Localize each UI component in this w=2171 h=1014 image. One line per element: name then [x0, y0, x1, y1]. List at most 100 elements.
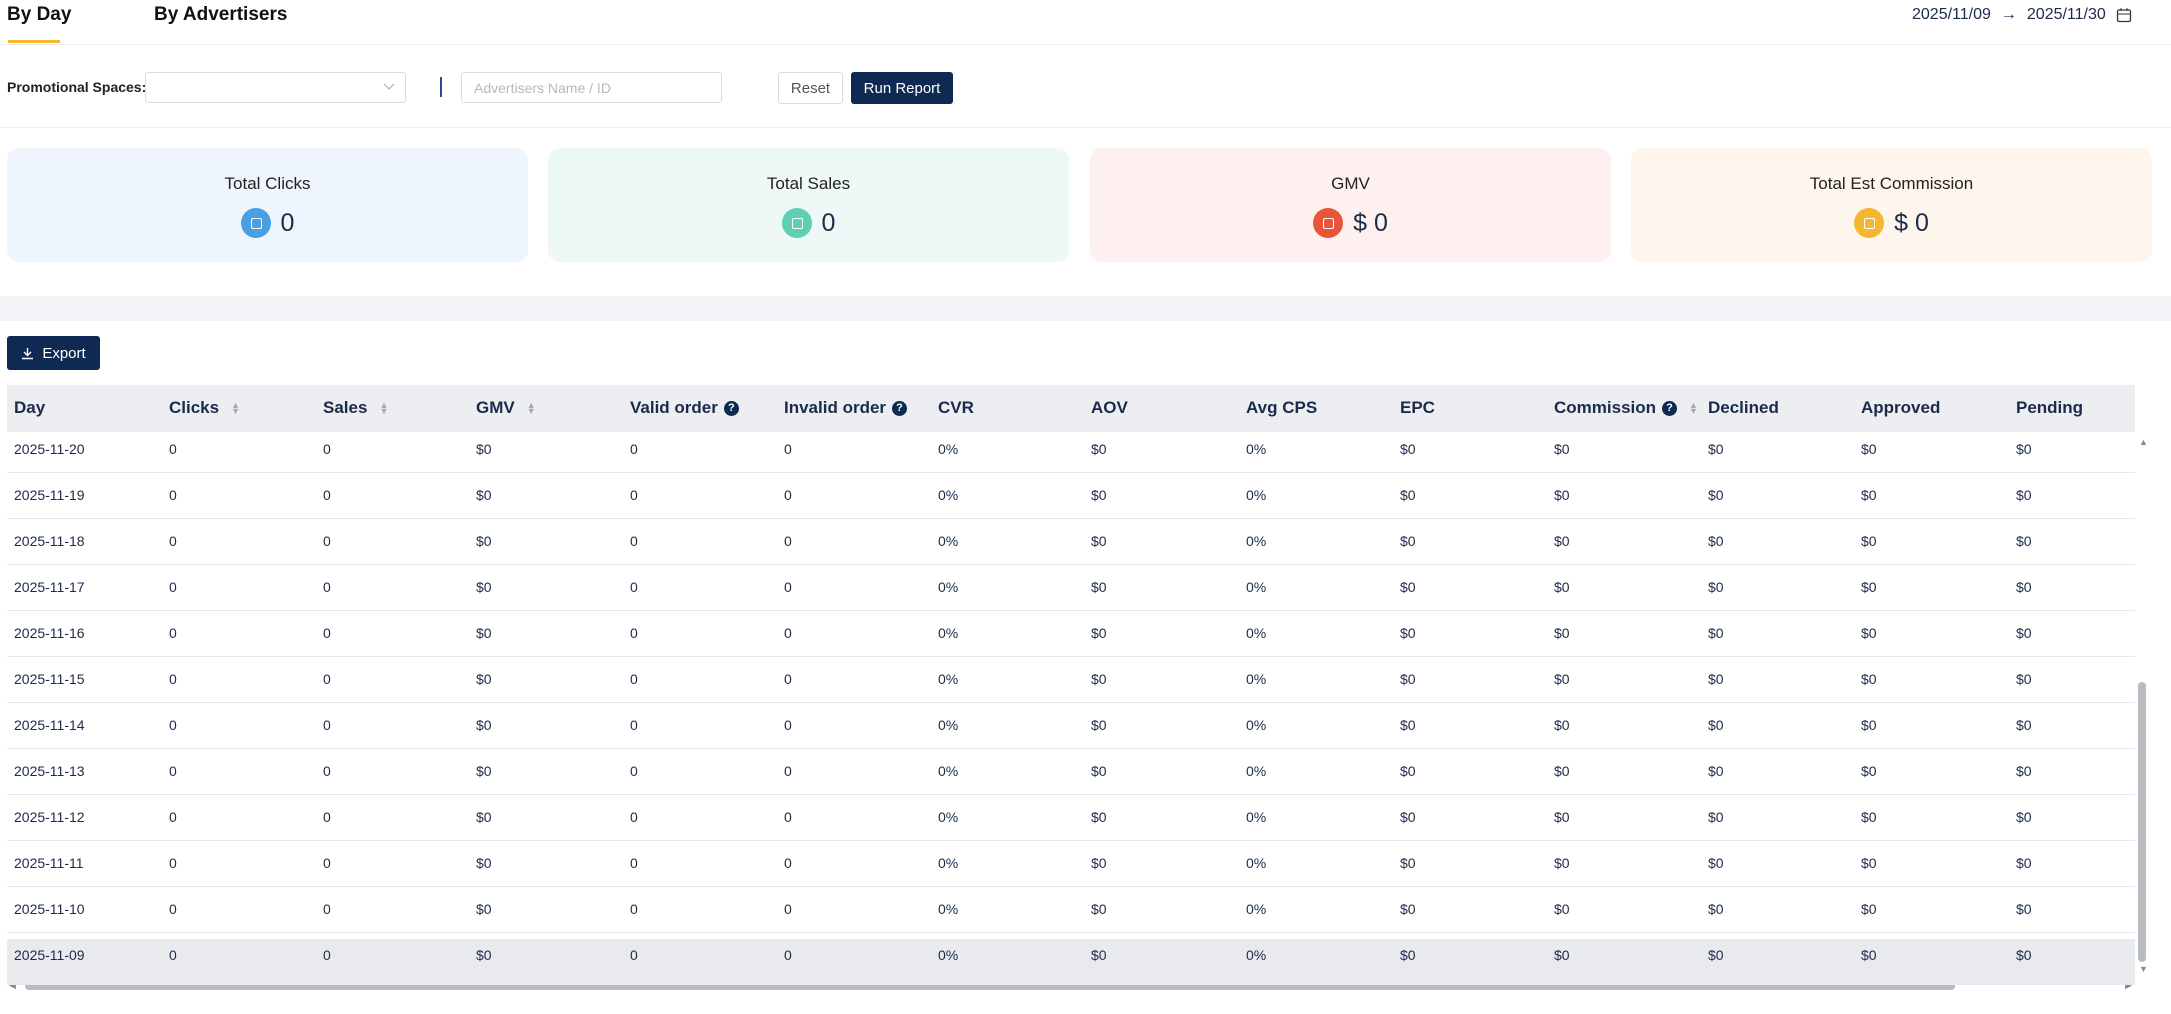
- advertiser-input[interactable]: Advertisers Name / ID: [461, 72, 722, 103]
- band: [0, 296, 2171, 321]
- divider: [0, 44, 2171, 45]
- stat-icon: [782, 208, 812, 238]
- cell: 0: [784, 855, 792, 871]
- cell: $0: [1400, 809, 1416, 825]
- header-label: Approved: [1861, 398, 1940, 418]
- cell: 0: [323, 901, 331, 917]
- tab[interactable]: By Day: [7, 4, 71, 26]
- cell: $0: [1708, 901, 1724, 917]
- cell: $0: [1861, 533, 1877, 549]
- cell: $0: [1400, 717, 1416, 733]
- stat-value: $ 0: [1894, 209, 1929, 238]
- header-label: Clicks: [169, 398, 219, 418]
- stat-title: Total Clicks: [7, 174, 528, 194]
- cell: 0: [630, 671, 638, 687]
- row-line: [7, 518, 2135, 519]
- cell: 0%: [1246, 625, 1266, 641]
- cell: 0: [169, 855, 177, 871]
- reset-button[interactable]: Reset: [778, 72, 843, 104]
- cell: $0: [2016, 625, 2032, 641]
- stat-value-row: $ 0: [1090, 208, 1611, 238]
- cell: $0: [1400, 579, 1416, 595]
- cell: 0: [323, 441, 331, 457]
- cell: 0%: [938, 809, 958, 825]
- cell: $0: [1091, 809, 1107, 825]
- cell: 0: [169, 717, 177, 733]
- cell: 2025-11-19: [14, 487, 85, 503]
- column-header[interactable]: Sales▲▼: [323, 398, 388, 418]
- column-header[interactable]: Clicks ▲▼: [169, 398, 240, 418]
- date-range[interactable]: 2025/11/09→2025/11/30: [1912, 6, 2132, 24]
- cell: 0%: [1246, 487, 1266, 503]
- cell: $0: [1554, 901, 1570, 917]
- tab[interactable]: By Advertisers: [154, 4, 287, 26]
- cell: 0: [323, 947, 331, 963]
- help-icon[interactable]: ?: [892, 401, 907, 416]
- cell: 0: [323, 533, 331, 549]
- cell: 0%: [1246, 901, 1266, 917]
- cell: 0: [784, 625, 792, 641]
- column-header[interactable]: Commission?▲▼: [1554, 398, 1698, 418]
- column-header: Pending: [2016, 398, 2083, 418]
- cell: 0: [323, 671, 331, 687]
- sort-icon: ▲▼: [379, 402, 388, 414]
- cell: 0: [784, 809, 792, 825]
- cell: $0: [1091, 717, 1107, 733]
- stat-title: Total Est Commission: [1631, 174, 2152, 194]
- row-line: [7, 564, 2135, 565]
- cell: 0: [169, 487, 177, 503]
- v-scrollbar[interactable]: ▲ ▼: [2136, 432, 2148, 980]
- cell: 0%: [938, 671, 958, 687]
- cell: $0: [1708, 441, 1724, 457]
- help-icon[interactable]: ?: [1662, 401, 1677, 416]
- cell: 2025-11-12: [14, 809, 85, 825]
- cell: 0: [169, 901, 177, 917]
- placeholder: Advertisers Name / ID: [474, 80, 611, 96]
- cell: 0: [169, 671, 177, 687]
- header-label: Invalid order: [784, 398, 886, 418]
- cell: $0: [2016, 441, 2032, 457]
- sort-icon: ▲▼: [231, 402, 240, 414]
- cell: 0: [630, 717, 638, 733]
- cell: $0: [1708, 763, 1724, 779]
- stat-value: $ 0: [1353, 209, 1388, 238]
- column-header[interactable]: GMV▲▼: [476, 398, 536, 418]
- row-line: [7, 748, 2135, 749]
- chevron: [383, 82, 395, 92]
- filter-label: Promotional Spaces:: [7, 79, 146, 95]
- row-line: [7, 702, 2135, 703]
- separator: [440, 77, 442, 97]
- cell: $0: [2016, 809, 2032, 825]
- cell: $0: [1861, 717, 1877, 733]
- download-icon: [21, 347, 34, 360]
- promo-select[interactable]: [145, 72, 406, 103]
- cell: $0: [1091, 579, 1107, 595]
- cell: 0%: [938, 947, 958, 963]
- cell: $0: [1708, 809, 1724, 825]
- row-line: [7, 656, 2135, 657]
- run-button[interactable]: Run Report: [851, 72, 953, 104]
- cell: $0: [1400, 901, 1416, 917]
- column-header: Avg CPS: [1246, 398, 1317, 418]
- cell: $0: [2016, 901, 2032, 917]
- cell: 0: [784, 579, 792, 595]
- cell: 0: [169, 763, 177, 779]
- cell: $0: [1400, 947, 1416, 963]
- cell: $0: [1554, 947, 1570, 963]
- cell: 0: [630, 533, 638, 549]
- cell: $0: [476, 717, 492, 733]
- help-icon[interactable]: ?: [724, 401, 739, 416]
- cell: $0: [1554, 487, 1570, 503]
- cell: $0: [1400, 671, 1416, 687]
- cell: $0: [1091, 855, 1107, 871]
- export-button[interactable]: Export: [7, 336, 100, 370]
- cell: $0: [476, 901, 492, 917]
- cell: $0: [1708, 487, 1724, 503]
- cell: 0%: [938, 487, 958, 503]
- export-label: Export: [42, 345, 85, 362]
- cell: 0: [630, 763, 638, 779]
- cell: 0: [784, 533, 792, 549]
- cell: $0: [1708, 855, 1724, 871]
- cell: 0%: [1246, 533, 1266, 549]
